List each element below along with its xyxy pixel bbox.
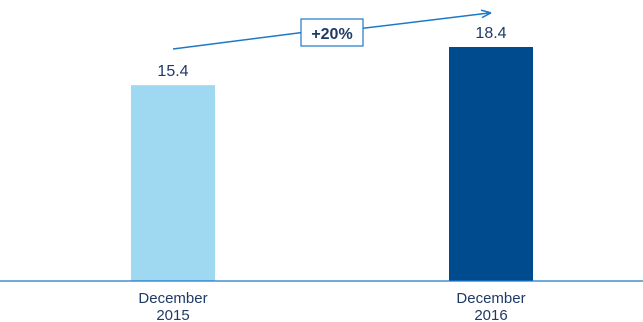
value-label-2016: 18.4 [475,25,506,42]
tick-label-month-2015: December [138,290,207,307]
bar-2015 [131,85,215,281]
growth-arrow-head-icon [480,9,492,19]
bars-group [131,47,533,281]
tick-label-month-2016: December [456,290,525,307]
growth-label: +20% [311,26,352,43]
growth-line-right [361,12,492,30]
growth-box [300,18,364,47]
tick-label-year-2016: 2016 [474,307,507,322]
tick-label-year-2015: 2015 [156,307,189,322]
value-label-2015: 15.4 [157,63,188,80]
growth-annotation: +20% [172,9,492,50]
bar-2016 [449,47,533,281]
growth-line-left [172,31,306,50]
